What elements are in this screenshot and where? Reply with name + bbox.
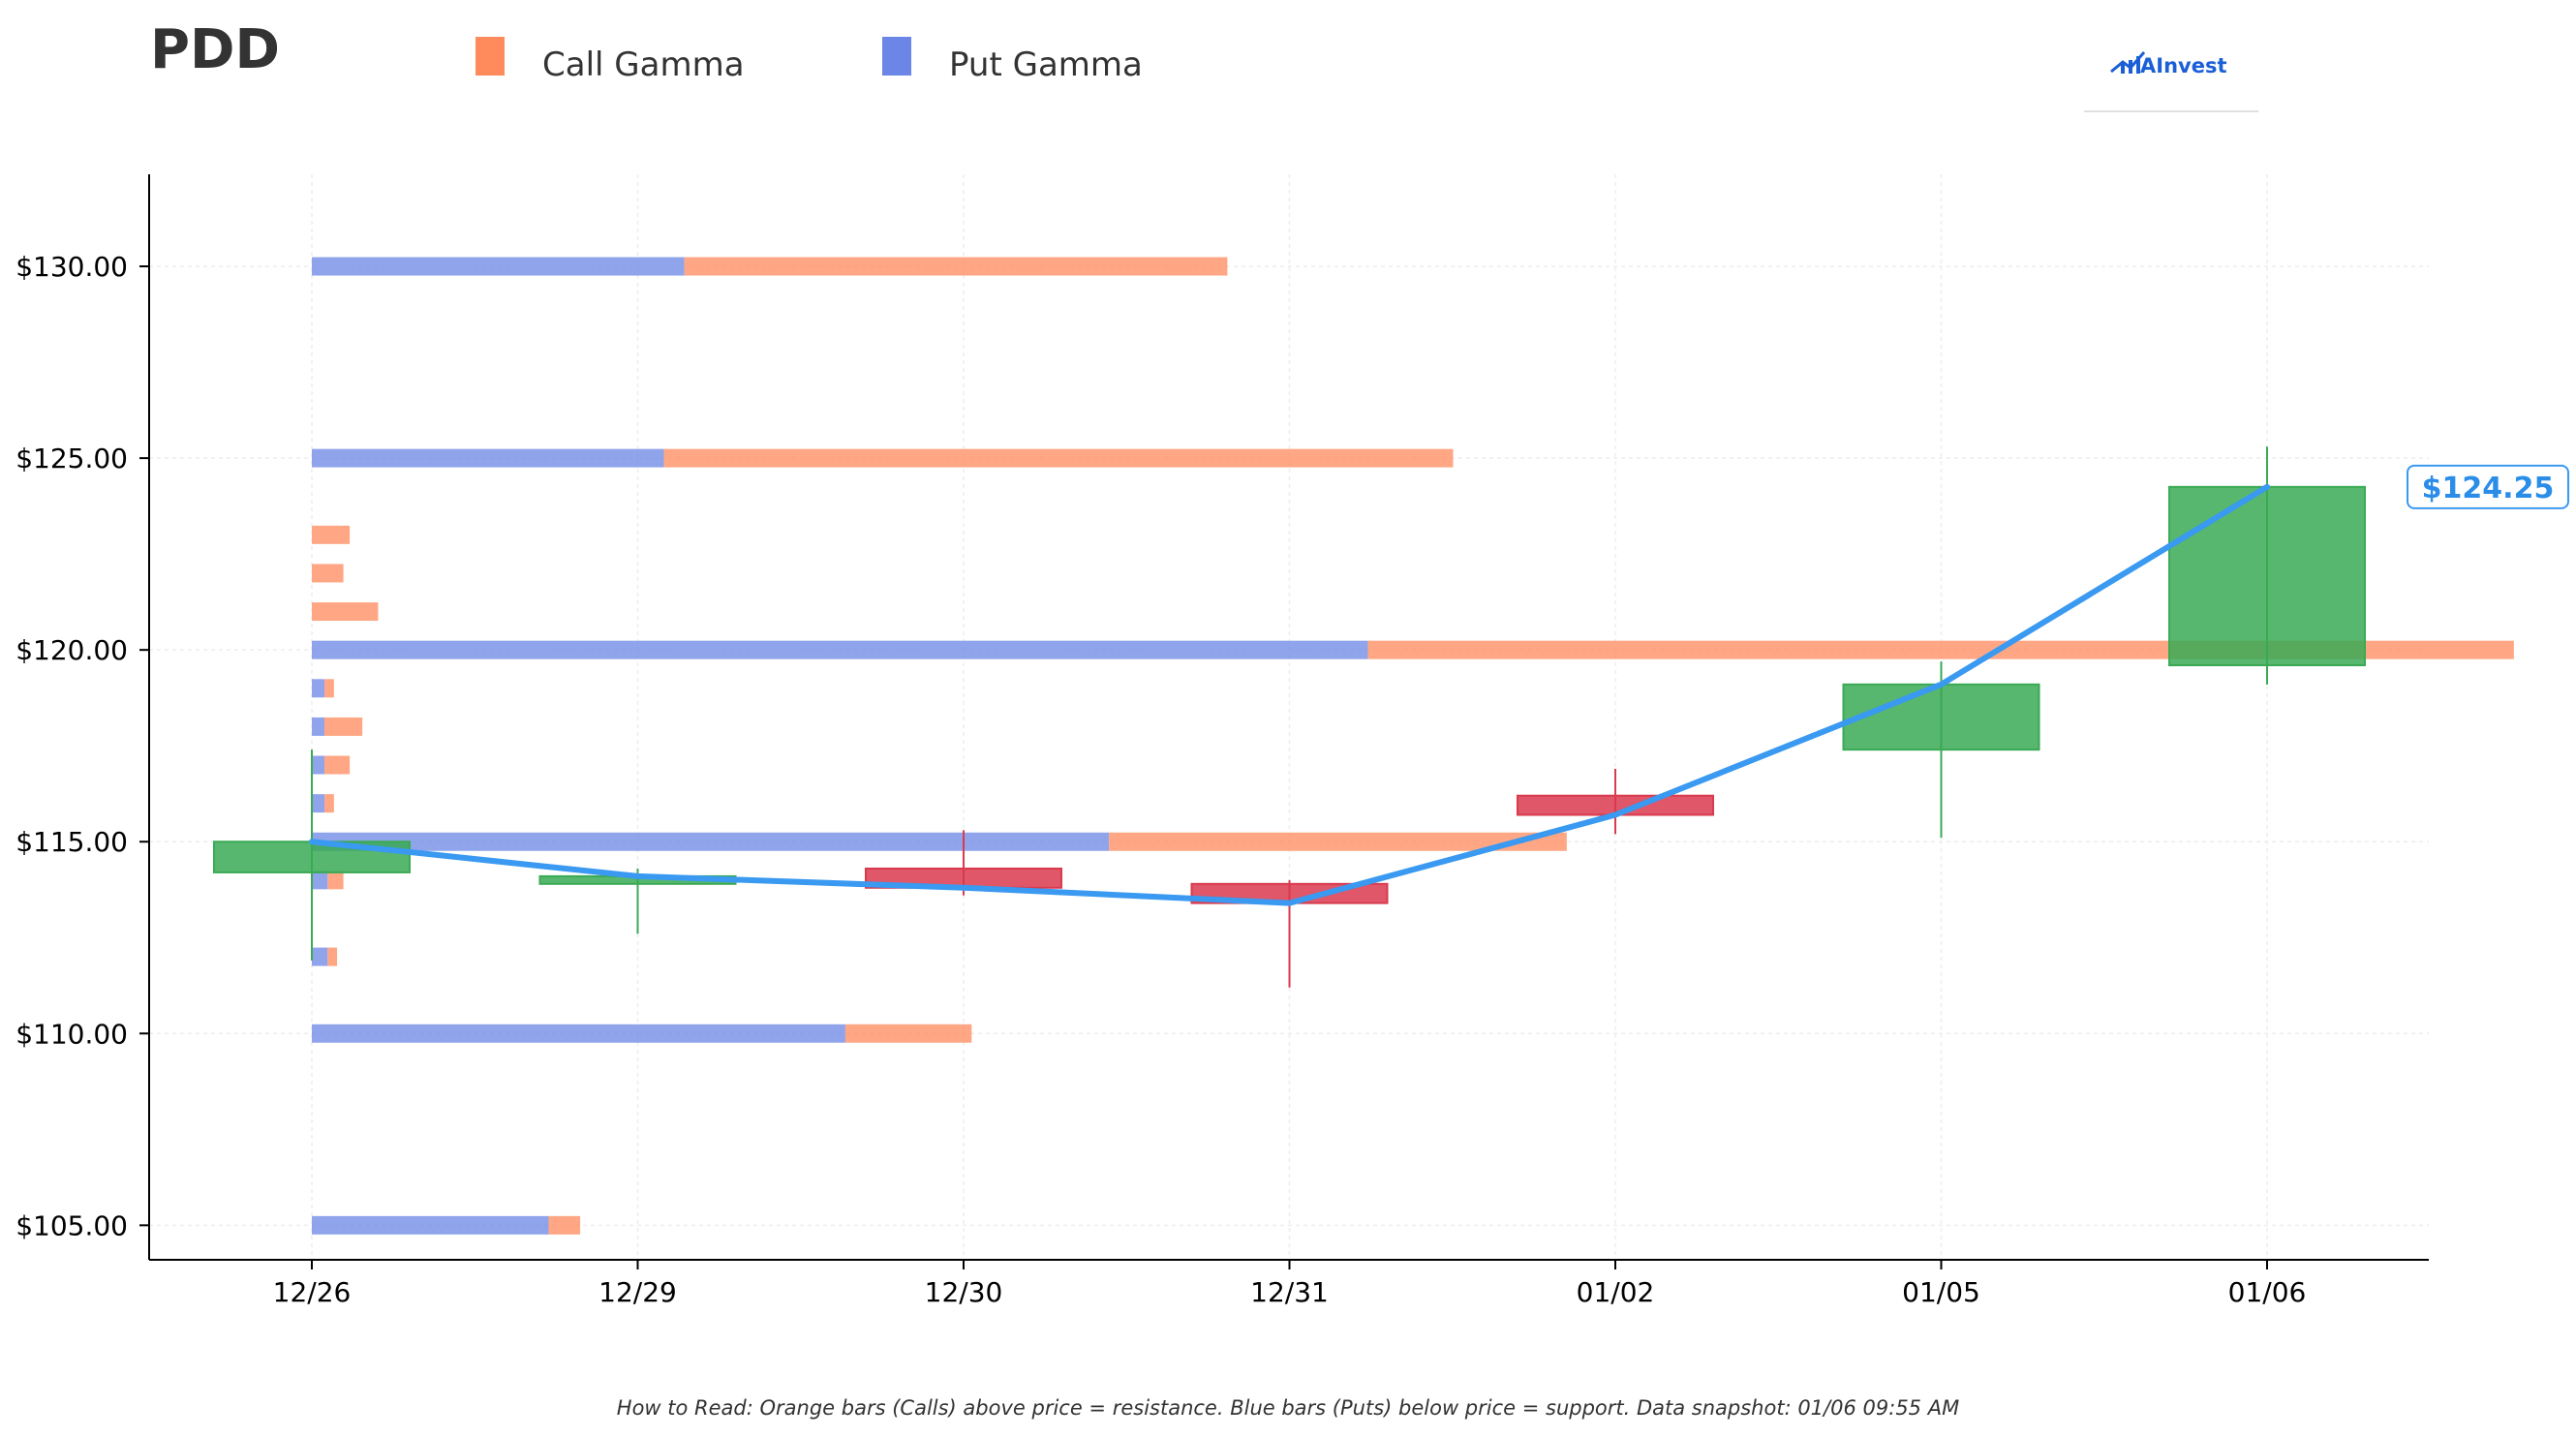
current-price-label-text: $124.25 — [2422, 472, 2555, 505]
gamma-bars — [312, 257, 2514, 1235]
call-gamma-bar — [324, 794, 334, 813]
x-tick-label: 12/30 — [925, 1276, 1003, 1308]
call-gamma-bar — [548, 1215, 581, 1235]
call-gamma-bar — [312, 525, 351, 544]
call-gamma-bar — [844, 1024, 972, 1043]
how-to-read-note: How to Read: Orange bars (Calls) above p… — [617, 1396, 1959, 1420]
call-gamma-legend-swatch — [475, 37, 505, 76]
y-tick-label: $115.00 — [15, 826, 128, 858]
call-gamma-bar — [312, 564, 344, 583]
call-gamma-bar — [327, 871, 344, 890]
legend: Call Gamma Put Gamma — [475, 37, 1143, 84]
put-gamma-bar — [312, 448, 664, 468]
call-gamma-bar — [663, 448, 1454, 468]
x-tick-label: 01/02 — [1577, 1276, 1655, 1308]
call-gamma-bar — [324, 717, 363, 736]
put-gamma-bar — [312, 947, 328, 966]
call-gamma-bar — [1109, 832, 1567, 851]
x-tick-label: 12/29 — [598, 1276, 677, 1308]
close-price-line — [309, 483, 2270, 906]
call-gamma-bar — [327, 947, 338, 966]
y-tick-label: $125.00 — [15, 443, 128, 474]
current-price-label: $124.25 — [2407, 464, 2569, 509]
y-tick-label: $120.00 — [15, 634, 128, 666]
current-price-label-box — [2407, 464, 2569, 509]
put-gamma-bar — [312, 1215, 549, 1235]
brand-name: AInvest — [2140, 54, 2227, 77]
put-gamma-bar — [312, 794, 325, 813]
call-gamma-bar — [312, 602, 379, 622]
x-axis-ticks: 12/26 12/29 12/30 12/31 01/02 01/05 01/06 — [273, 1260, 2307, 1308]
ticker-title: PDD — [150, 18, 280, 81]
x-tick-label: 01/06 — [2228, 1276, 2307, 1308]
grid-lines — [149, 174, 2429, 1260]
x-tick-label: 12/31 — [1250, 1276, 1329, 1308]
put-gamma-bar — [312, 871, 328, 890]
put-gamma-bar — [312, 679, 325, 698]
x-tick-label: 12/26 — [273, 1276, 352, 1308]
x-tick-label: 01/05 — [1902, 1276, 1980, 1308]
put-gamma-legend-label: Put Gamma — [949, 46, 1143, 84]
put-gamma-bar — [312, 257, 685, 276]
put-gamma-bar — [312, 1024, 845, 1043]
put-gamma-legend-swatch — [882, 37, 911, 76]
put-gamma-bar — [312, 755, 325, 775]
brand-logo: AInvest — [2084, 51, 2258, 112]
call-gamma-bar — [324, 755, 351, 775]
put-gamma-bar — [312, 640, 1368, 659]
up-candle-body — [1842, 683, 2040, 751]
y-axis-ticks: $105.00 $110.00 $115.00 $120.00 $125.00 $130.… — [15, 251, 149, 1241]
call-gamma-bar — [684, 257, 1228, 276]
call-gamma-bar — [324, 679, 334, 698]
rising-chart-icon — [2110, 51, 2146, 74]
put-gamma-bar — [312, 832, 1110, 851]
y-tick-label: $130.00 — [15, 251, 128, 283]
up-candle-body — [2168, 485, 2366, 667]
price-line — [309, 483, 2270, 906]
y-tick-label: $105.00 — [15, 1209, 128, 1241]
call-gamma-legend-label: Call Gamma — [542, 46, 745, 84]
put-gamma-bar — [312, 717, 325, 736]
y-tick-label: $110.00 — [15, 1018, 128, 1050]
